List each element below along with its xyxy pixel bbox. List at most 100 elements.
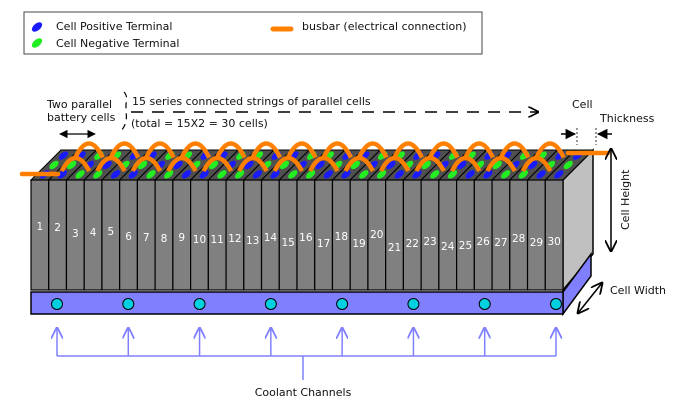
cell bbox=[402, 179, 422, 291]
cell-number-label: 20 bbox=[370, 229, 383, 241]
cell-thickness-label-line1: Cell bbox=[572, 98, 593, 111]
positive-terminal-icon bbox=[252, 170, 263, 179]
positive-terminal-icon bbox=[323, 170, 333, 179]
negative-terminal-icon bbox=[31, 38, 43, 48]
cell-width-label: Cell Width bbox=[610, 284, 666, 297]
busbar bbox=[392, 141, 424, 159]
negative-terminal-icon bbox=[146, 170, 156, 179]
cell bbox=[278, 179, 298, 291]
coolant-channel-port bbox=[550, 298, 562, 310]
negative-terminal-icon bbox=[501, 170, 511, 179]
positive-terminal-icon bbox=[536, 170, 546, 179]
cell-number-label: 6 bbox=[125, 231, 132, 243]
cell-number-label: 7 bbox=[143, 232, 150, 244]
negative-terminal-icon bbox=[305, 170, 316, 179]
cell-number-label: 24 bbox=[441, 241, 455, 253]
positive-terminal-icon bbox=[341, 170, 351, 179]
negative-terminal-icon bbox=[235, 170, 245, 179]
cell bbox=[473, 179, 493, 291]
busbar bbox=[250, 141, 283, 159]
base-plate bbox=[30, 291, 564, 315]
positive-terminal-icon bbox=[465, 170, 475, 179]
cell-number-label: 4 bbox=[90, 227, 97, 239]
cell bbox=[314, 179, 334, 291]
busbar bbox=[215, 141, 247, 159]
cell-number-label: 9 bbox=[178, 232, 185, 244]
cell-number-label: 17 bbox=[317, 238, 330, 250]
cell-number-label: 28 bbox=[512, 233, 525, 245]
negative-terminal-icon bbox=[430, 170, 440, 179]
negative-terminal-icon bbox=[376, 170, 387, 179]
busbar bbox=[321, 141, 353, 159]
positive-terminal-icon bbox=[128, 170, 138, 179]
annotations: Two parallel battery cells 15 series con… bbox=[46, 91, 666, 313]
busbar bbox=[534, 141, 566, 159]
busbar bbox=[237, 155, 269, 173]
cell-number-label: 21 bbox=[388, 242, 401, 254]
positive-terminal-icon bbox=[394, 170, 404, 179]
positive-terminal-icon bbox=[57, 170, 67, 179]
positive-terminal-icon bbox=[554, 170, 564, 179]
series-bracket bbox=[119, 91, 128, 133]
busbar bbox=[166, 155, 198, 173]
coolant-channel-port bbox=[122, 298, 135, 310]
cell-number-label: 16 bbox=[299, 232, 313, 244]
negative-terminal-icon bbox=[421, 160, 432, 170]
negative-terminal-icon bbox=[350, 160, 361, 170]
cell-number-label: 25 bbox=[459, 240, 472, 252]
positive-terminal-icon bbox=[457, 160, 467, 170]
coolant-channel-port bbox=[336, 298, 349, 310]
legend-box bbox=[23, 11, 483, 55]
series-label-line1: 15 series connected strings of parallel … bbox=[132, 95, 371, 108]
cell-number-label: 22 bbox=[406, 238, 419, 250]
negative-terminal-icon bbox=[359, 170, 369, 179]
cell-number-label: 11 bbox=[211, 234, 224, 246]
positive-terminal-icon bbox=[412, 170, 422, 179]
busbar bbox=[308, 155, 340, 173]
legend: Cell Positive Terminal Cell Negative Ter… bbox=[23, 11, 483, 55]
busbar bbox=[286, 141, 318, 159]
series-label-line2: (total = 15X2 = 30 cells) bbox=[131, 117, 268, 130]
busbar bbox=[201, 155, 234, 173]
negative-terminal-icon bbox=[67, 160, 77, 170]
cell-number-label: 3 bbox=[72, 228, 79, 240]
busbar bbox=[356, 141, 389, 159]
busbar bbox=[498, 141, 531, 159]
positive-terminal-icon bbox=[181, 170, 192, 179]
two-parallel-label-line1: Two parallel bbox=[46, 98, 112, 111]
busbar bbox=[520, 155, 553, 173]
cell-height-label: Cell Height bbox=[619, 169, 632, 230]
coolant-channel-port bbox=[407, 298, 420, 310]
cell-number-label: 13 bbox=[246, 235, 259, 247]
cell-number-label: 14 bbox=[264, 232, 278, 244]
negative-terminal-icon bbox=[447, 170, 458, 179]
cell-number-label: 15 bbox=[281, 237, 294, 249]
cell bbox=[438, 179, 458, 291]
positive-terminal-icon bbox=[199, 170, 209, 179]
coolant-channel-port bbox=[264, 298, 277, 310]
negative-terminal-icon bbox=[518, 170, 529, 179]
busbar bbox=[414, 155, 446, 173]
busbar bbox=[95, 155, 127, 173]
positive-terminal-icon bbox=[58, 151, 68, 160]
busbar bbox=[59, 155, 92, 173]
positive-terminal-icon bbox=[315, 160, 325, 170]
busbar bbox=[463, 141, 495, 159]
positive-terminal-icon bbox=[173, 160, 183, 170]
positive-terminal-icon bbox=[102, 160, 112, 170]
cell-thickness-label-line2: Thickness bbox=[599, 112, 655, 125]
busbar bbox=[144, 141, 176, 159]
negative-terminal-icon bbox=[93, 170, 103, 179]
negative-terminal-icon bbox=[75, 170, 85, 179]
negative-terminal-icon bbox=[208, 160, 219, 170]
cell-number-label: 8 bbox=[161, 233, 168, 245]
cell-number-label: 19 bbox=[352, 238, 365, 250]
coolant-channels bbox=[51, 298, 562, 380]
negative-terminal-icon bbox=[138, 160, 148, 170]
positive-terminal-icon bbox=[31, 22, 43, 32]
coolant-channel-port bbox=[193, 298, 206, 310]
busbar bbox=[108, 141, 141, 159]
busbar bbox=[73, 141, 105, 159]
cell bbox=[420, 179, 440, 291]
